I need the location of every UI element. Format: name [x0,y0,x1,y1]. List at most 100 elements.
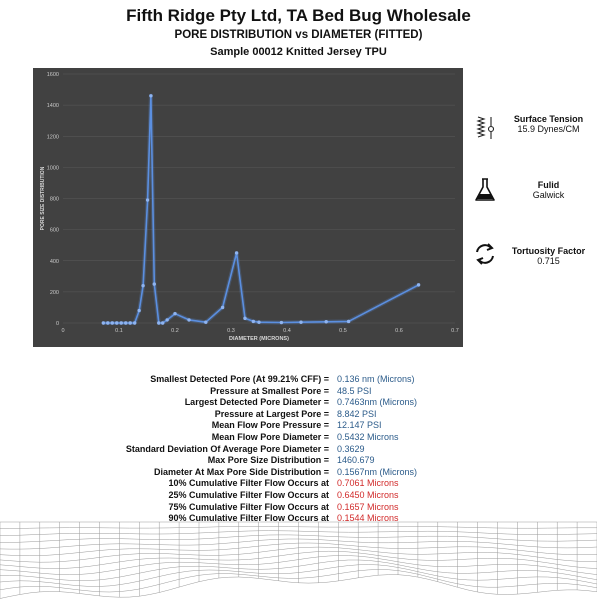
report-title: Fifth Ridge Pty Ltd, TA Bed Bug Wholesal… [126,6,471,25]
stat-row: Mean Flow Pore Pressure = 12.147 PSI [0,420,597,432]
surface-tension-value: 15.9 Dynes/CM [517,124,580,134]
stat-value: 0.1567nm (Microns) [337,466,418,477]
chart-canvas: 0 200 400 600 800 1000 1200 1400 1600 0 0.1 0.2 0.3 0… [40,72,459,342]
statistics-table: Smallest Detected Pore (At 99.21% CFF) =… [0,374,597,525]
stat-label: Diameter At Max Pore Side Distribution = [154,466,329,477]
stat-label: Pressure at Largest Pore = [214,408,329,419]
stat-row: Smallest Detected Pore (At 99.21% CFF) =… [0,374,597,386]
stat-value: 1460.679 [337,455,375,466]
pore-distribution-chart: 0 200 400 600 800 1000 1200 1400 1600 0 0.1 0.2 0.3 0… [33,68,463,347]
data-point [157,321,161,325]
stat-value: 0.7463nm (Microns) [337,397,418,408]
spring-gauge-icon [476,116,495,139]
stat-value: 0.7061 Microns [337,478,399,489]
stat-label: Mean Flow Pore Pressure = [211,420,329,431]
surface-tension-label: Surface Tension [513,114,584,124]
stat-label: Largest Detected Pore Diameter = [184,397,329,408]
data-point [124,321,128,325]
data-point [257,320,261,324]
stat-value: 0.6450 Microns [337,489,399,500]
x-tick-label: 0.4 [283,328,291,334]
stat-value: 0.5432 Microns [337,431,399,442]
stat-row: Max Pore Size Distribution = 1460.679 [0,455,597,467]
x-tick-label: 0.2 [171,328,179,334]
stat-row: 10% Cumulative Filter Flow Occurs at 0.70… [0,478,597,490]
data-point [220,305,225,310]
stat-value: 0.3629 [337,443,365,454]
stat-value: 48.5 PSI [337,385,372,396]
y-tick-label: 1000 [47,165,59,171]
stat-row: Diameter At Max Pore Side Distribution =… [0,467,597,479]
y-tick-label: 800 [50,197,59,203]
data-point [251,319,256,324]
data-point [119,321,123,325]
stat-label: 10% Cumulative Filter Flow Occurs at [168,478,329,489]
data-point [115,321,119,325]
y-tick-label: 400 [50,259,59,265]
surface-tension-block: Surface Tension 15.9 Dynes/CM [472,114,597,144]
data-point [346,319,351,324]
data-point [145,198,150,202]
fluid-value: Galwick [532,190,565,200]
data-point [173,311,177,316]
x-tick-label: 0.3 [227,328,235,334]
data-point [160,321,165,325]
stat-label: Standard Deviation Of Average Pore Diame… [125,443,329,454]
stat-value: 0.136 nm (Microns) [337,374,415,384]
data-point [324,320,328,324]
y-tick-label: 200 [50,290,59,296]
data-point [141,283,145,288]
chart-subtitle: PORE DISTRIBUTION vs DIAMETER (FITTED) [174,29,423,41]
stat-row: 75% Cumulative Filter Flow Occurs at 0.16… [0,502,597,514]
stat-label: 90% Cumulative Filter Flow Occurs at [168,513,329,524]
stat-label: Smallest Detected Pore (At 99.21% CFF) = [150,374,329,384]
y-tick-label: 600 [50,228,59,234]
stat-value: 12.147 PSI [337,420,382,431]
tortuosity-value: 0.715 [537,256,560,266]
data-point [101,321,106,325]
tortuosity-label: Tortuosity Factor [511,246,586,256]
data-point [149,94,153,98]
stat-label: 75% Cumulative Filter Flow Occurs at [168,501,329,512]
data-point [234,251,239,255]
stat-value: 8.842 PSI [337,408,377,419]
stat-label: Mean Flow Pore Diameter = [211,431,329,442]
data-point [243,316,247,321]
y-tick-label: 1400 [47,103,59,109]
series-line [103,94,419,324]
y-axis-title: PORE SIZE DISTRIBUTION [40,166,46,230]
data-point [137,308,141,313]
stat-row: 90% Cumulative Filter Flow Occurs at 0.15… [0,513,597,525]
x-tick-label: 0 [61,328,64,334]
flask-icon [475,178,495,201]
data-point [299,320,303,324]
data-point [132,321,137,325]
stat-label: Max Pore Size Distribution = [207,455,329,466]
data-point [165,318,169,322]
data-point [110,321,114,325]
x-tick-label: 0.6 [395,328,403,334]
stat-label: Pressure at Smallest Pore = [210,385,329,396]
data-point [106,321,110,325]
data-point [416,283,421,287]
wave-mesh-decoration [0,521,597,599]
stat-value: 0.1657 Microns [337,501,399,512]
sample-label: Sample 00012 Knitted Jersey TPU [210,46,387,58]
y-tick-label: 1200 [47,134,59,140]
x-axis-title: DIAMETER (MICRONS) [229,336,289,342]
data-point [204,320,208,324]
data-point [187,318,191,322]
data-point [128,321,132,325]
stat-row: Pressure at Smallest Pore = 48.5 PSI [0,386,597,398]
x-tick-label: 0.1 [115,328,123,334]
y-tick-label: 1600 [47,72,59,78]
data-point [279,320,284,325]
y-tick-label: 0 [56,321,59,327]
fluid-block: Fulid Galwick [472,176,597,206]
tortuosity-block: Tortuosity Factor 0.715 [472,240,597,270]
fluid-label: Fulid [537,180,560,190]
circular-arrows-icon [476,243,494,265]
stat-label: 25% Cumulative Filter Flow Occurs at [168,489,329,500]
stat-row: Standard Deviation Of Average Pore Diame… [0,444,597,456]
stat-row: 25% Cumulative Filter Flow Occurs at 0.64… [0,490,597,502]
